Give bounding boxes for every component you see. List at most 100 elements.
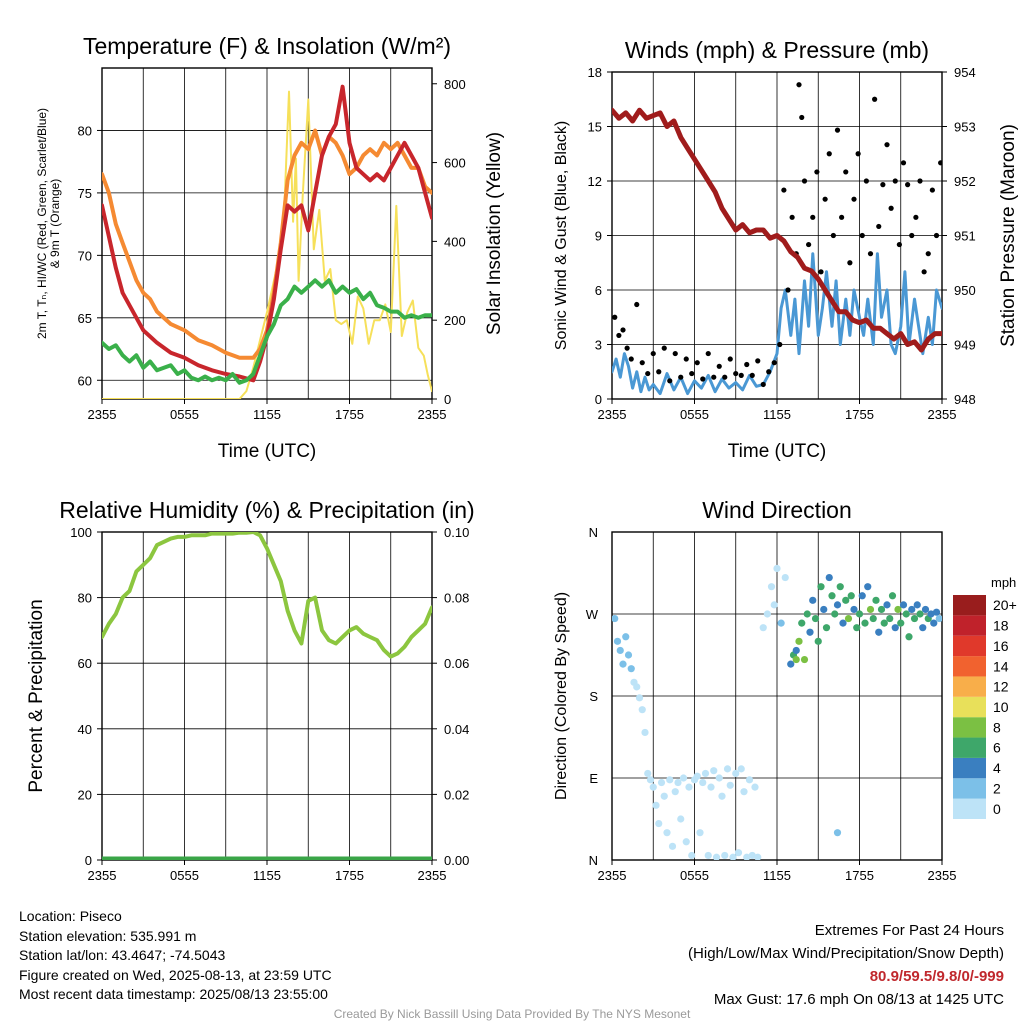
y-axis-label-line2: & 9m T (Orange): [48, 179, 62, 269]
gust-point: [744, 361, 750, 368]
direction-point: [707, 783, 715, 791]
direction-point: [839, 619, 847, 627]
y-right-tick-label: 949: [954, 338, 976, 353]
colorbar-swatch: [953, 696, 986, 718]
gust-point: [616, 332, 622, 339]
gust-point: [789, 214, 795, 220]
y-tick-label: N: [589, 853, 598, 868]
y-tick-label: 15: [588, 120, 602, 135]
direction-point: [624, 651, 633, 659]
direction-point: [638, 706, 646, 714]
direction-point: [831, 610, 839, 618]
gust-point: [843, 169, 849, 175]
direction-point: [902, 610, 910, 618]
x-axis-label: Time (UTC): [218, 441, 317, 462]
y-right-tick-label: 0.06: [444, 656, 469, 671]
direction-point: [891, 624, 899, 632]
gust-point: [892, 178, 898, 184]
direction-point: [679, 774, 688, 782]
direction-point: [777, 619, 785, 627]
gust-point: [818, 269, 824, 275]
direction-point: [657, 778, 666, 787]
series-line: [102, 278, 432, 385]
y-right-tick-label: 952: [954, 174, 976, 189]
gust-point: [624, 345, 630, 351]
y-right-tick-label: 400: [444, 234, 466, 249]
y-tick-label: W: [586, 607, 599, 622]
y-tick-label: 6: [595, 283, 602, 298]
series-line: [102, 128, 432, 360]
y-tick-label: 60: [78, 373, 92, 388]
y-tick-label: 0: [85, 853, 92, 868]
chart-title: Temperature (F) & Insolation (W/m²): [83, 33, 451, 59]
y-tick-label: S: [589, 689, 598, 704]
x-tick-label: 2355: [598, 407, 627, 422]
direction-point: [696, 829, 704, 837]
plot-area-temperature: [102, 84, 432, 399]
x-tick-label: 2355: [598, 868, 627, 883]
direction-point: [718, 792, 726, 800]
y-tick-label: 9: [595, 229, 602, 244]
gust-point: [867, 251, 874, 257]
direction-point: [646, 776, 655, 784]
y-axis-label: 2m T, Tₙ, HI/WC (Red, Green, Scarlet/Blu…: [35, 108, 49, 339]
direction-point: [825, 573, 833, 582]
x-tick-label: 0555: [170, 868, 199, 883]
direction-point: [732, 769, 740, 778]
direction-point: [932, 608, 941, 616]
gust-point: [925, 251, 931, 257]
gust-point: [801, 178, 808, 184]
colorbar-swatch: [953, 737, 986, 758]
colorbar-swatch: [953, 798, 986, 819]
direction-point: [740, 788, 748, 796]
y-tick-label: 80: [78, 591, 92, 606]
direction-point: [792, 646, 800, 655]
colorbar-swatch: [953, 656, 986, 677]
series-line: [102, 84, 432, 383]
y-right-tick-label: 953: [954, 120, 976, 135]
direction-point: [800, 655, 809, 664]
gust-point: [672, 350, 678, 357]
colorbar: mph 0 2 4 6 8 10 12 14 16 18 20+: [953, 575, 1017, 819]
direction-point: [613, 637, 622, 645]
gust-point: [933, 232, 940, 239]
direction-point: [935, 614, 942, 623]
y-right-tick-label: 0.04: [444, 722, 469, 737]
colorbar-swatch: [953, 635, 986, 657]
gust-point: [917, 178, 923, 184]
y-tick-label: 60: [78, 656, 92, 671]
direction-point: [726, 781, 734, 789]
y-right-tick-label: 951: [954, 229, 976, 244]
colorbar-label: 20+: [993, 597, 1017, 613]
direction-point: [641, 728, 649, 737]
direction-point: [622, 633, 630, 641]
direction-point: [850, 605, 858, 614]
gust-point: [921, 269, 927, 275]
gust-point: [694, 360, 700, 366]
gust-point: [929, 187, 935, 193]
direction-point: [701, 769, 710, 778]
gust-point: [905, 182, 911, 188]
direction-point: [855, 610, 864, 618]
panel-temperature: 2355 0555 1155 1755 235560657075800200400600…: [35, 33, 505, 462]
gust-point: [847, 260, 853, 266]
direction-point: [828, 592, 836, 600]
direction-point: [734, 849, 743, 857]
gust-point: [722, 374, 728, 380]
direction-point: [619, 660, 627, 668]
y-right-tick-label: 954: [954, 65, 976, 80]
series-line: [612, 107, 942, 353]
direction-point: [737, 765, 745, 773]
direction-point: [781, 573, 789, 582]
y-axis-label: Percent & Precipitation: [26, 599, 47, 792]
colorbar-label: 4: [993, 760, 1001, 776]
elevation-text: Station elevation: 535.991 m: [19, 927, 197, 944]
chart-title: Wind Direction: [702, 497, 852, 523]
gust-point: [678, 374, 684, 380]
gust-point: [727, 356, 733, 362]
direction-point: [660, 792, 668, 800]
colorbar-swatch: [953, 757, 986, 779]
direction-point: [682, 838, 690, 846]
direction-point: [666, 776, 674, 784]
